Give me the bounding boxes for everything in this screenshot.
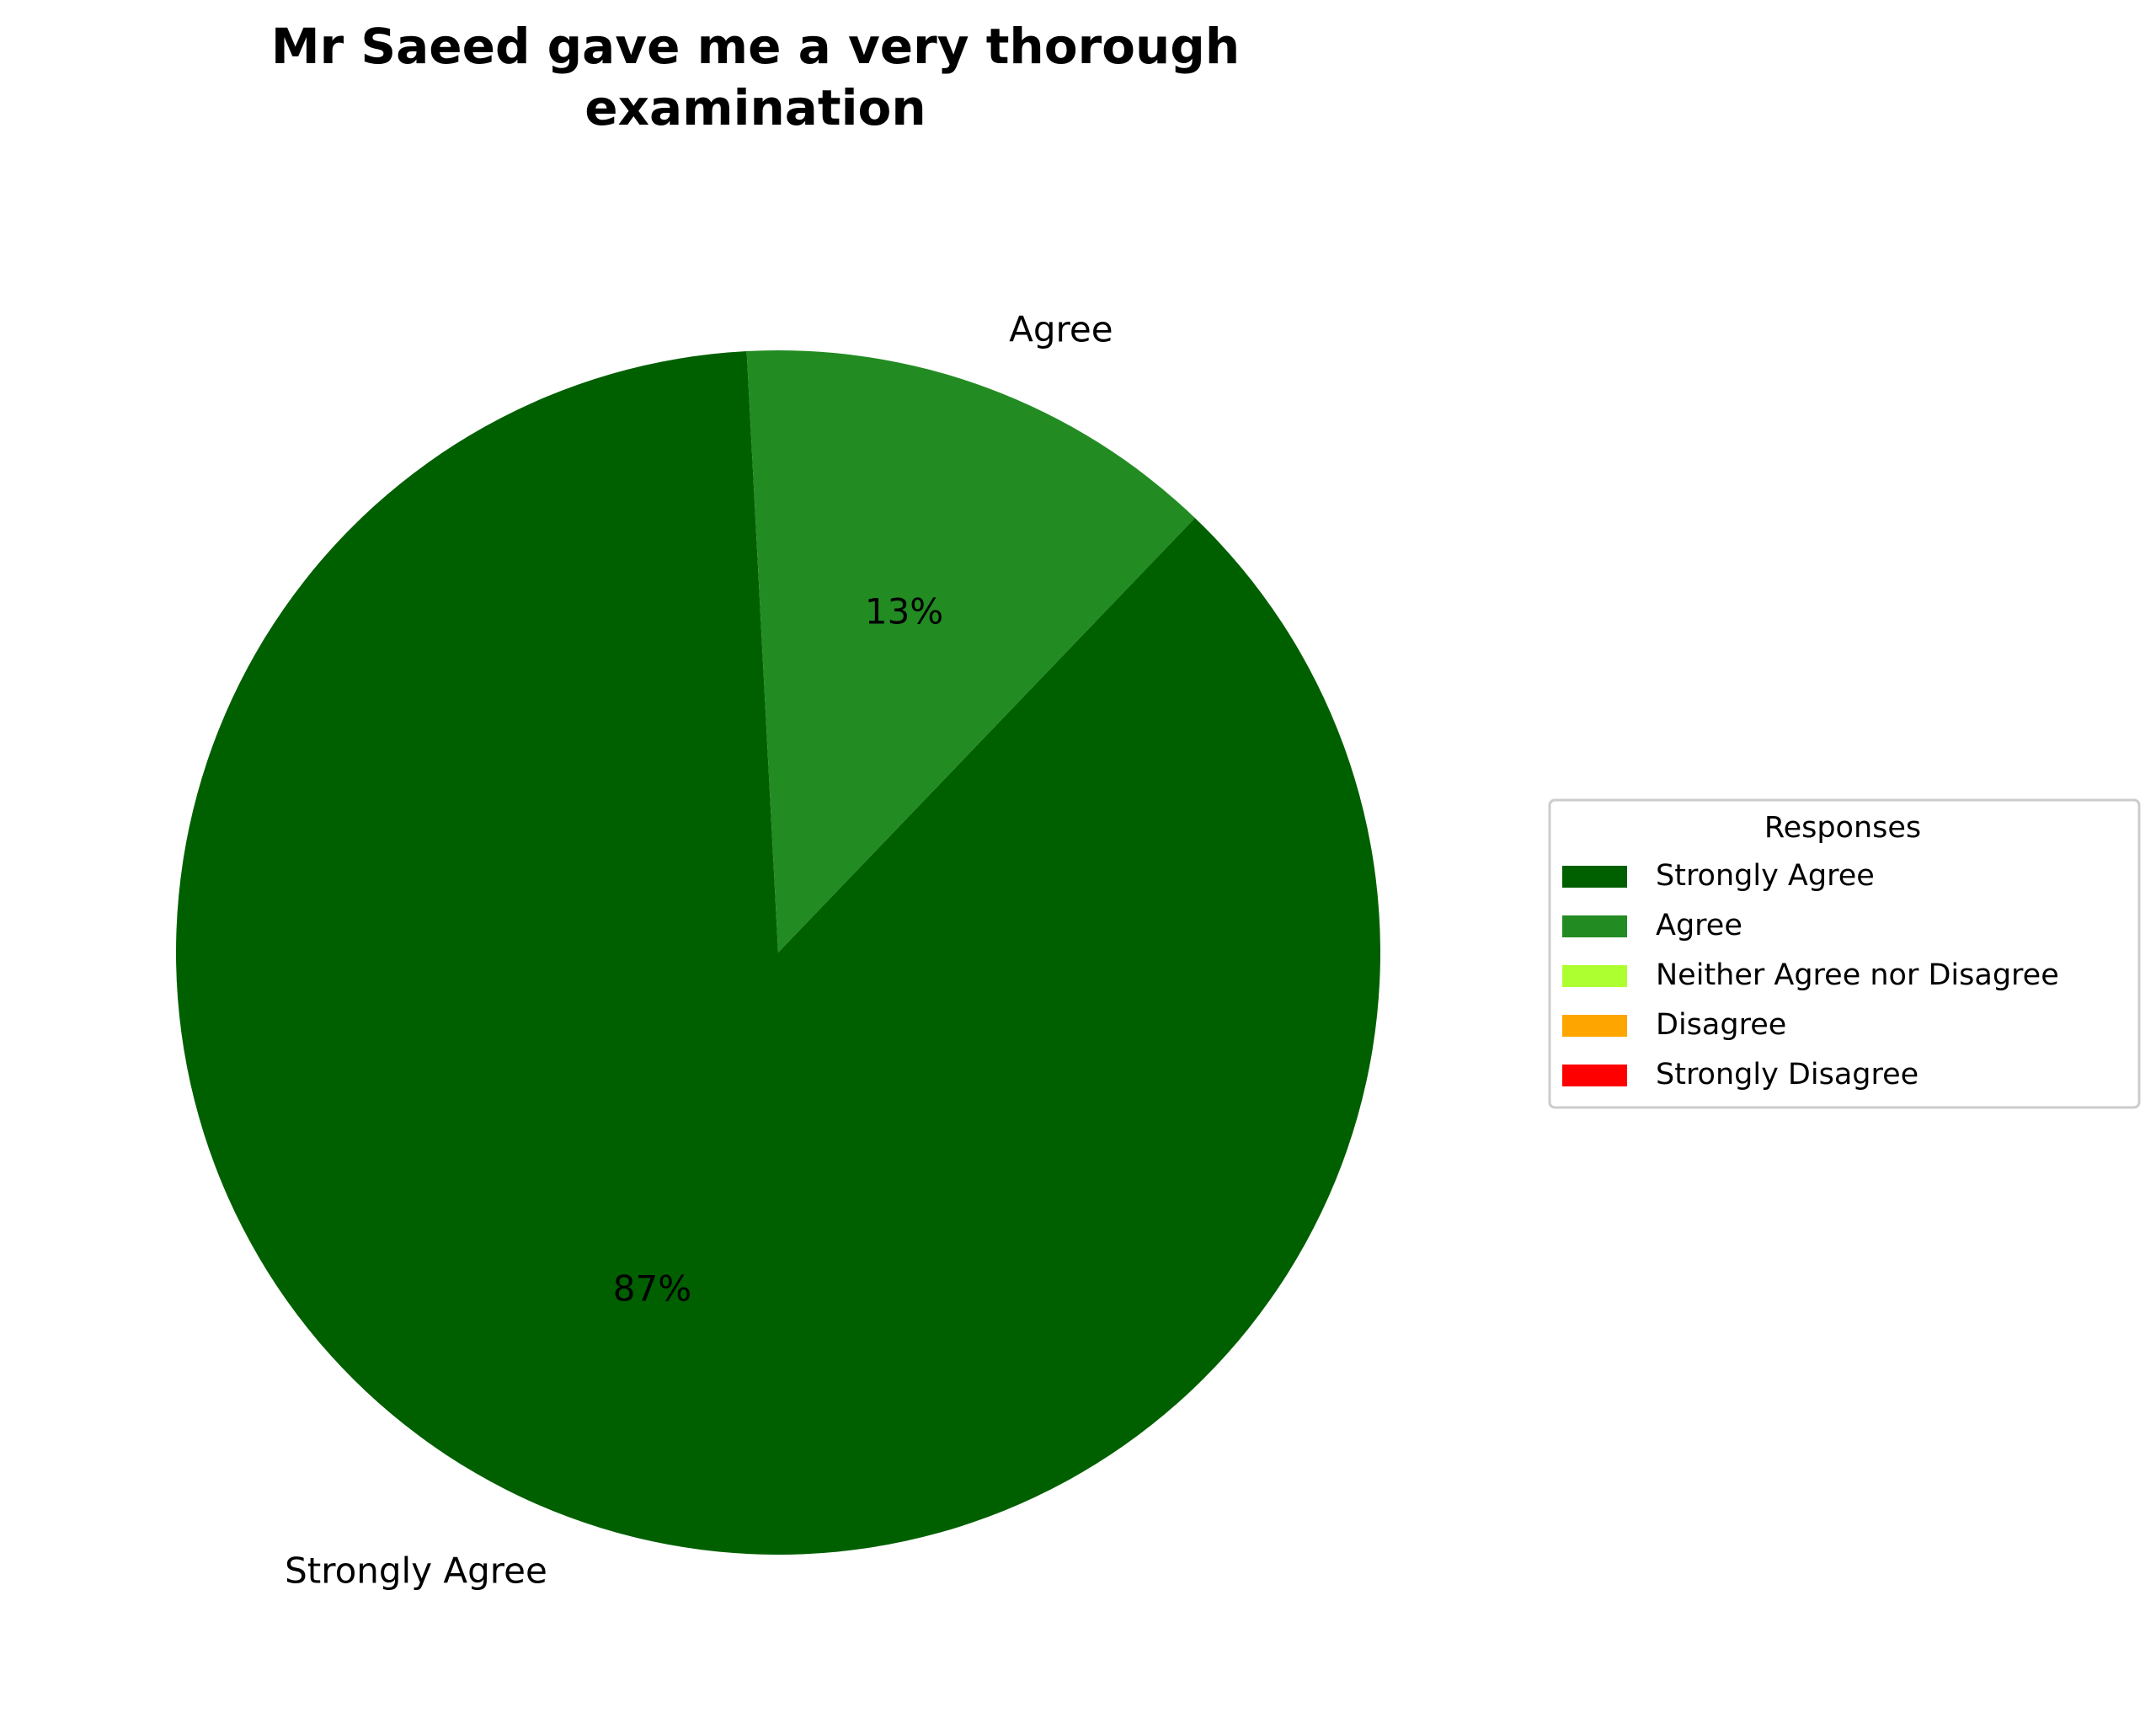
legend-label-disagree: Disagree	[1656, 1008, 1786, 1042]
legend-swatch-neither-agree-nor-disagree	[1562, 965, 1627, 987]
slice-label-agree: Agree	[1009, 308, 1113, 350]
legend-swatch-agree	[1562, 915, 1627, 937]
legend-label-neither-agree-nor-disagree: Neither Agree nor Disagree	[1656, 958, 2059, 992]
legend-swatch-strongly-agree	[1562, 866, 1627, 888]
pie-slices	[176, 350, 1381, 1556]
legend-label-strongly-agree: Strongly Agree	[1656, 859, 1875, 893]
pie-slice-labels: Strongly Agree Agree	[285, 308, 1113, 1591]
slice-label-strongly-agree: Strongly Agree	[285, 1550, 547, 1592]
pie-percent-labels: 87% 13%	[613, 590, 943, 1309]
legend-items: Strongly Agree Agree Neither Agree nor Dis…	[1562, 859, 2059, 1091]
legend-swatch-strongly-disagree	[1562, 1065, 1627, 1086]
percent-label-agree: 13%	[865, 590, 943, 632]
legend: Responses Strongly Agree Agree Neither Agr…	[1548, 798, 2141, 1109]
legend-title: Responses	[1764, 811, 1921, 845]
legend-label-agree: Agree	[1656, 909, 1742, 942]
legend-label-strongly-disagree: Strongly Disagree	[1656, 1058, 1919, 1091]
percent-label-strongly-agree: 87%	[613, 1268, 691, 1310]
legend-frame	[1548, 798, 2141, 1109]
pie-slice-strongly-agree	[176, 350, 1381, 1556]
pie-slice-agree	[746, 350, 1195, 953]
chart-title-line-1: Mr Saeed gave me a very thorough	[271, 18, 1240, 75]
chart-title-line-2: examination	[584, 79, 926, 136]
legend-swatch-disagree	[1562, 1015, 1627, 1037]
